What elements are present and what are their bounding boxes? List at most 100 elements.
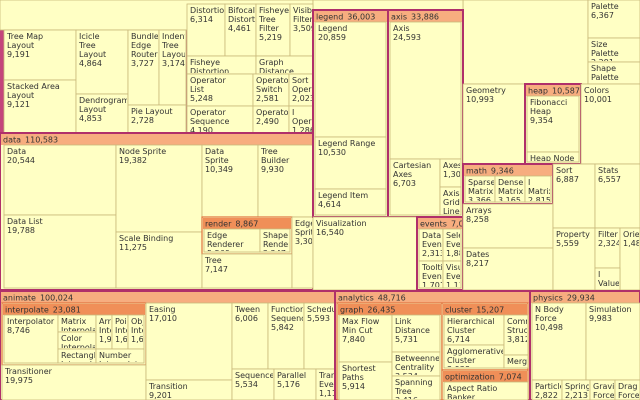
cell-label: IValueProxy874 (598, 270, 619, 289)
group-name: graph (340, 306, 363, 315)
cell-value: 3,938 (447, 365, 470, 374)
cell-label: ShapePalette2,059 (591, 64, 619, 83)
cell-name: Pie Layout (131, 107, 173, 116)
cell (594, 227, 621, 269)
cell-name: Operator (256, 108, 293, 117)
cell (580, 83, 640, 165)
cell-name: Stacked Area Layout (7, 82, 60, 100)
cell-name: Data Sprite (205, 147, 229, 165)
cell (288, 73, 314, 107)
cell-label: VisualizationEvent1,117 (446, 263, 469, 290)
cropped-cell (462, 0, 589, 85)
cell-name: Legend (318, 24, 347, 33)
cell-value: 2,490 (256, 117, 279, 126)
cell (585, 302, 640, 381)
cell-value: 1,117 (446, 281, 469, 290)
group-name: animate (3, 294, 36, 303)
cell-name: Data List (7, 217, 43, 226)
cell (231, 302, 269, 370)
cell-value: 5,248 (190, 94, 213, 103)
group-value: 26,435 (367, 306, 395, 315)
group-label: math 9,346 (466, 167, 514, 176)
cell (267, 302, 305, 370)
cell-name: Sort (556, 166, 572, 175)
cell-name: TransitionEvents (318, 371, 358, 389)
cell (503, 354, 529, 369)
cell-name: Operator Sequence (190, 108, 230, 126)
group-name: math (466, 167, 487, 176)
cell (95, 348, 145, 364)
cell-value: 7,840 (342, 335, 365, 344)
cell (314, 188, 387, 216)
group-header (531, 292, 639, 303)
cell-name: Edge Renderer (207, 231, 244, 249)
cell-name: Orientation (623, 230, 640, 239)
cell-label: SpanningTree3,416 (394, 378, 433, 399)
cell (231, 368, 275, 400)
cell-name: Link Distance (395, 317, 430, 335)
cell-value: 3,165 (498, 196, 521, 205)
cell-value: 4,461 (228, 24, 251, 33)
cell (391, 314, 441, 353)
cell (338, 361, 393, 400)
cell-label: NumberInterpolator1,382 (99, 351, 147, 369)
cell-label: MergeEdge743 (507, 357, 527, 367)
cell (462, 83, 526, 165)
cell-value: 2,291 (591, 58, 614, 67)
cell-label: SizePalette2,291 (591, 40, 619, 67)
cell-label: CommunityStructure3,812 (507, 317, 527, 344)
cell-label: ArrayInterpolator1,983 (99, 317, 122, 344)
cell-name: NumberInterpolator (99, 351, 147, 369)
cell-name: Aspect Ratio Banker (447, 384, 497, 400)
cell (442, 260, 462, 289)
group-name: optimization (445, 373, 495, 382)
cell-value: 24,593 (393, 33, 421, 42)
cell-name: Arrays (466, 206, 492, 215)
cell-value: 10,498 (535, 323, 563, 332)
cell-name: Axis (393, 24, 410, 33)
cell-name: Particle (535, 382, 565, 391)
cell (224, 3, 257, 57)
cell-value: 5,842 (271, 323, 294, 332)
group-name: heap (528, 87, 548, 96)
cell (312, 216, 418, 291)
cell-value: 1,302 (443, 170, 466, 179)
cell-value: 1,675 (115, 335, 138, 344)
cell-value: 2,324 (598, 239, 621, 248)
cell (314, 21, 387, 138)
cell-name: Hierarchical Cluster (447, 317, 495, 335)
cell (252, 105, 290, 134)
group-value: 8,867 (235, 220, 258, 229)
cell-name: Transitioner (4, 367, 53, 376)
cell (443, 314, 505, 346)
cell-name: GraphDistanceFilter (259, 58, 294, 85)
cell-value: 1,983 (99, 335, 122, 344)
cell (201, 253, 293, 289)
cell-value: 8,258 (466, 215, 489, 224)
cell-name: Property (556, 230, 590, 239)
cell (257, 144, 314, 218)
